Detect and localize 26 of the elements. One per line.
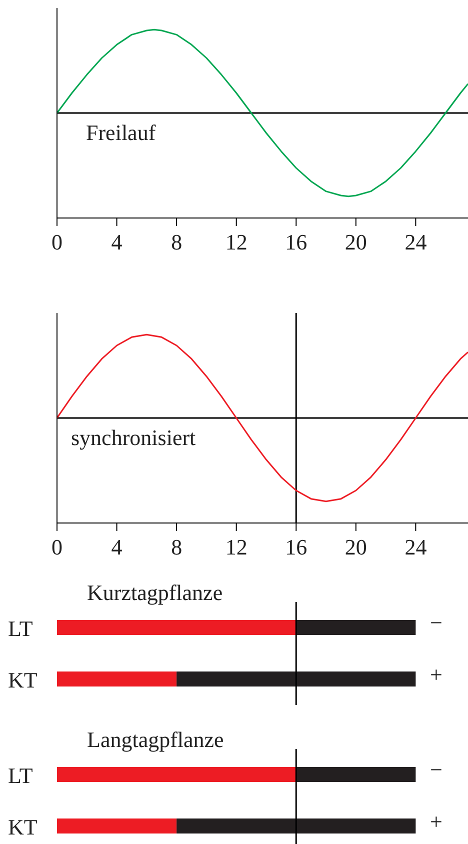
chart-title: Kurztagpflanze (87, 580, 223, 606)
annotation: synchronisiert (71, 425, 196, 451)
x-tick-label: 0 (52, 534, 62, 560)
x-tick-label: 24 (404, 230, 427, 255)
x-tick-label: 12 (225, 230, 248, 255)
x-tick-label: 20 (344, 230, 367, 255)
y-tick-label: LT (8, 762, 34, 788)
chart-title: Langtagpflanze (87, 727, 224, 753)
x-tick-label: 12 (225, 534, 248, 560)
x-tick-label: 8 (171, 534, 182, 560)
annotation: − (430, 610, 442, 636)
annotation: + (430, 662, 442, 688)
x-tick-label: 8 (171, 230, 182, 255)
x-tick-label: 0 (52, 230, 62, 255)
y-tick-label: KT (8, 667, 38, 692)
x-tick-label: 20 (344, 534, 367, 560)
x-tick-label: 16 (285, 230, 308, 255)
x-tick-label: 16 (285, 534, 308, 560)
annotation: − (430, 757, 442, 783)
x-tick-label: 4 (111, 534, 122, 560)
x-tick-label: 24 (404, 534, 427, 560)
x-tick-label: 4 (111, 230, 122, 255)
annotation: Freilauf (86, 120, 156, 146)
y-tick-label: KT (8, 814, 38, 840)
y-tick-label: LT (8, 616, 34, 641)
annotation: + (430, 809, 442, 835)
